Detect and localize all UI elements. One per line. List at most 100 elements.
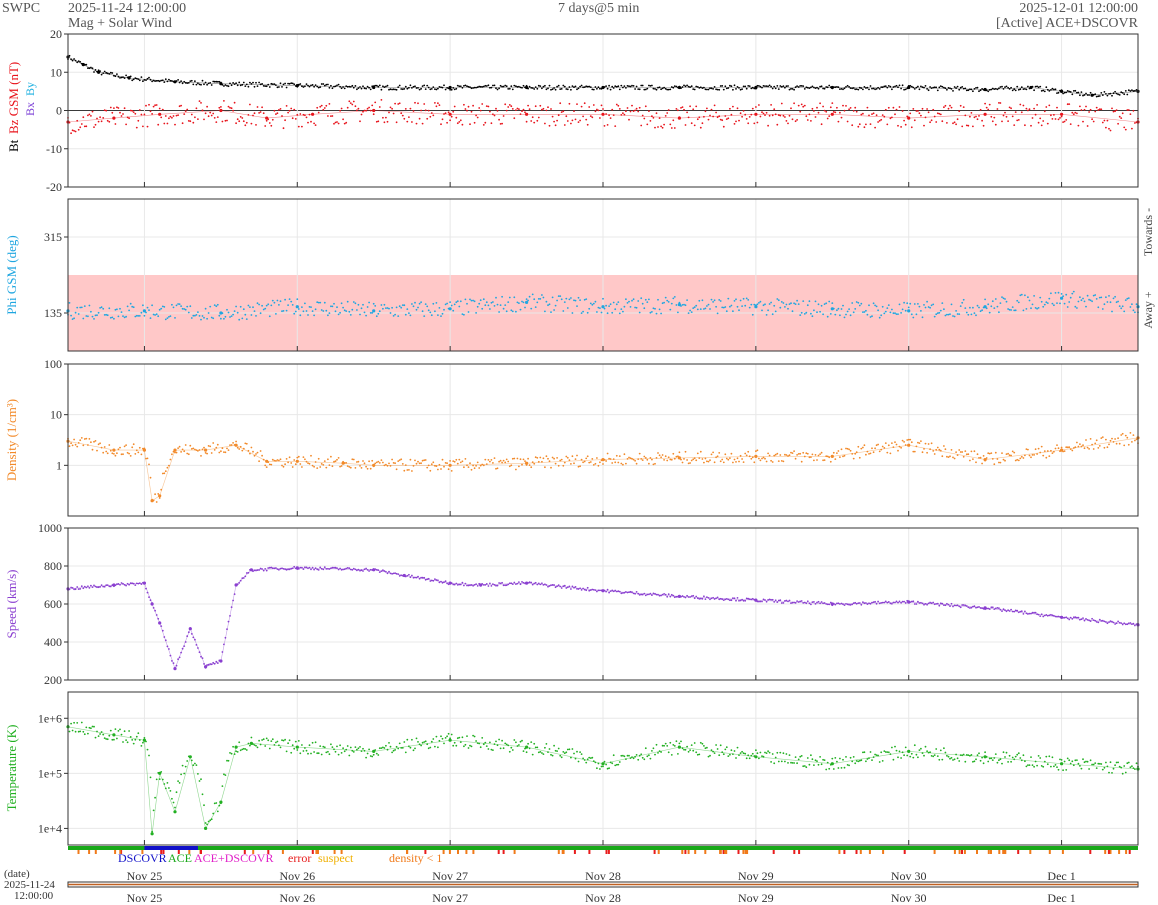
panel-mag-point: [677, 109, 679, 112]
panel-temperature-point: [256, 746, 259, 749]
panel-temperature-point: [979, 759, 982, 762]
panel-temperature-point: [784, 760, 786, 763]
panel-phi-point: [664, 296, 667, 299]
panel-phi-point: [223, 317, 225, 320]
panel-mag-point: [204, 81, 207, 84]
panel-phi-point: [906, 302, 909, 305]
panel-phi-point: [412, 305, 415, 308]
panel-mag-point: [562, 84, 565, 87]
panel-phi-point: [565, 297, 568, 300]
panel-mag-point: [771, 87, 774, 90]
panel-mag-point: [374, 84, 377, 87]
panel-speed-point: [288, 568, 291, 571]
panel-phi-point: [258, 303, 260, 306]
panel-phi-point: [161, 305, 164, 308]
panel-mag-point: [733, 123, 736, 125]
panel-temperature-point: [755, 749, 757, 752]
panel-phi-point: [964, 307, 967, 309]
panel-mag-point: [123, 107, 126, 110]
panel-mag-point: [1060, 115, 1063, 118]
panel-density-point: [397, 460, 400, 462]
panel-density-point: [1120, 434, 1123, 436]
panel-phi-point: [1019, 294, 1022, 297]
panel-temperature-point: [183, 772, 186, 775]
panel-mag-point: [278, 86, 280, 88]
panel-density-point: [527, 457, 529, 460]
panel-temperature-point: [1024, 760, 1026, 763]
panel-speed-point: [352, 567, 355, 570]
panel-temperature-point: [359, 746, 361, 748]
panel-density-point: [860, 447, 863, 450]
panel-density-point: [74, 443, 77, 446]
panel-mag-point: [1066, 90, 1069, 92]
panel-speed-point: [417, 575, 419, 578]
panel-density-point: [380, 459, 383, 461]
panel-mag-point: [345, 85, 348, 87]
panel-speed-point: [511, 583, 514, 585]
panel-mag-point: [654, 126, 656, 129]
panel-mag-point: [554, 124, 557, 127]
panel-density-point: [1074, 446, 1077, 449]
panel-density-point: [869, 452, 872, 455]
panel-speed-point: [961, 604, 964, 606]
panel-mag-point: [106, 119, 109, 122]
panel-temperature-point: [265, 737, 268, 740]
panel-mag-point: [382, 85, 384, 88]
panel-speed-point: [866, 603, 869, 605]
panel-temperature-point: [146, 748, 149, 751]
panel-temperature-point: [764, 751, 766, 754]
panel-mag-point: [453, 88, 456, 91]
panel-density-point: [588, 461, 591, 464]
panel-speed-point: [1036, 613, 1038, 616]
panel-temperature-point: [615, 763, 618, 766]
panel-phi-point: [227, 311, 230, 314]
panel-speed-point: [777, 599, 780, 602]
panel-phi-point: [359, 313, 361, 316]
panel-mag-point: [802, 105, 805, 108]
panel-temperature-point: [594, 761, 597, 764]
panel-phi-point: [994, 298, 997, 300]
panel-mag-point: [687, 85, 690, 88]
panel-density-point: [313, 465, 315, 468]
panel-temperature-point: [1091, 763, 1093, 766]
panel-speed-point: [837, 602, 840, 605]
panel-density-point: [883, 447, 886, 449]
quality-flag-mark: [588, 850, 591, 854]
panel-temperature-point: [1080, 767, 1083, 770]
panel-mag-point: [521, 110, 523, 112]
panel-mag-point: [618, 108, 621, 110]
panel-temperature-point: [226, 759, 228, 762]
panel-density-point: [76, 445, 79, 448]
panel-speed-point: [1028, 612, 1031, 615]
panel-mag-point: [742, 110, 745, 112]
panel-temperature-point: [1063, 760, 1066, 763]
panel-speed-point: [395, 572, 398, 575]
panel-density-point: [424, 459, 427, 461]
panel-temperature-point: [554, 749, 557, 752]
panel-density-point: [220, 450, 222, 453]
panel-speed-point: [178, 656, 181, 659]
panel-phi-point: [285, 309, 288, 312]
panel-speed-point: [819, 602, 821, 605]
panel-phi-point: [1115, 301, 1118, 304]
panel-mag-point: [1014, 111, 1017, 113]
panel-mag-point: [710, 108, 713, 111]
panel-temperature-point: [959, 754, 962, 756]
panel-mag-point: [530, 120, 533, 122]
panel-speed-point: [496, 584, 499, 587]
panel-mag-point: [250, 122, 253, 125]
panel-mag-point: [614, 85, 617, 88]
panel-mag-point: [1085, 92, 1087, 95]
panel-mag-point: [932, 108, 935, 111]
panel-phi-point: [582, 310, 584, 313]
panel-temperature-point: [614, 764, 617, 767]
panel-speed-point: [767, 599, 769, 601]
panel-density-point: [183, 450, 186, 453]
panel-speed-point: [900, 601, 902, 604]
panel-phi-point: [299, 314, 302, 317]
panel-density-point: [476, 461, 479, 464]
panel-phi-point: [563, 301, 566, 303]
panel-mag-point: [1083, 94, 1086, 96]
panel-density-point: [145, 457, 147, 460]
quality-flag-mark: [1003, 850, 1006, 854]
